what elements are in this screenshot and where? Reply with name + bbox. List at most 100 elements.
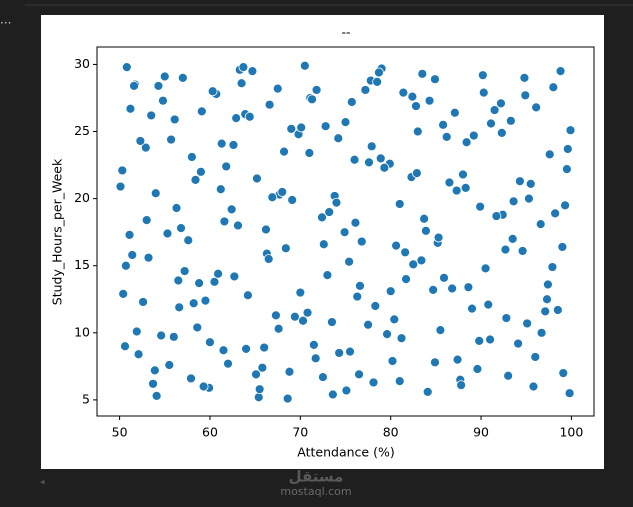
point (121, 260, 131, 271)
point (355, 280, 365, 291)
point (531, 102, 542, 113)
point (280, 243, 291, 254)
point (133, 349, 144, 360)
point (441, 132, 452, 142)
point (320, 121, 331, 132)
point (213, 268, 223, 279)
point (257, 362, 268, 373)
watermark-logo: مستقل (289, 468, 344, 486)
point (411, 168, 422, 179)
point (387, 356, 398, 366)
point (354, 369, 364, 380)
point (468, 130, 479, 141)
point (196, 166, 206, 177)
point (430, 74, 440, 85)
point (503, 370, 514, 381)
point (228, 140, 239, 150)
point (243, 290, 253, 301)
point (344, 256, 355, 267)
point (522, 318, 533, 329)
point (517, 246, 528, 256)
point (166, 134, 176, 145)
point (174, 302, 185, 313)
point (267, 192, 278, 203)
point (478, 87, 489, 98)
point (209, 276, 220, 287)
point (438, 119, 448, 130)
point (150, 188, 161, 199)
point (333, 133, 344, 144)
point (391, 240, 402, 251)
point (430, 357, 440, 368)
point (483, 299, 494, 310)
point (151, 390, 162, 401)
point (279, 146, 289, 157)
point (179, 266, 190, 276)
point (286, 123, 297, 134)
point (519, 72, 530, 83)
point (289, 311, 300, 322)
scroll-arrow[interactable]: ◂ (40, 478, 45, 488)
point (472, 364, 483, 374)
point (159, 71, 170, 82)
point (435, 325, 446, 336)
point (370, 301, 381, 311)
toolbar-dots[interactable]: ... (0, 13, 11, 27)
point (407, 91, 418, 102)
y-tick-label: 30 (74, 56, 90, 71)
x-tick-label: 90 (473, 425, 489, 440)
point (489, 105, 500, 115)
point (308, 339, 319, 350)
point (231, 113, 242, 124)
point (259, 342, 270, 353)
point (417, 68, 428, 79)
point (138, 297, 148, 307)
point (124, 229, 135, 240)
point (169, 114, 180, 125)
point (251, 369, 261, 380)
point (162, 228, 173, 239)
point (346, 97, 357, 107)
point (416, 255, 427, 266)
point (205, 337, 215, 348)
point (451, 185, 462, 196)
point (366, 141, 377, 152)
point (360, 85, 371, 95)
point (318, 239, 329, 250)
point (558, 368, 569, 378)
point (226, 204, 237, 215)
point (194, 278, 205, 289)
point (216, 138, 227, 149)
point (561, 164, 572, 175)
point (331, 197, 342, 208)
chart-title: -- (341, 25, 350, 40)
point (264, 99, 275, 110)
point (363, 319, 373, 330)
y-tick-label: 5 (82, 391, 90, 406)
point (295, 287, 306, 298)
point (156, 330, 167, 341)
point (247, 66, 258, 77)
point (238, 62, 249, 73)
point (176, 223, 186, 234)
point (192, 322, 203, 333)
point (277, 187, 288, 197)
point (350, 217, 361, 228)
point (564, 388, 575, 399)
point (118, 288, 129, 299)
point (528, 381, 539, 392)
point (475, 201, 486, 212)
point (186, 152, 197, 162)
point (474, 335, 485, 346)
point (550, 208, 561, 219)
point (368, 377, 379, 388)
point (396, 333, 407, 344)
y-tick-label: 25 (74, 123, 90, 138)
point (188, 298, 199, 309)
point (408, 259, 419, 270)
point (324, 207, 335, 217)
point (456, 380, 467, 391)
point (327, 317, 337, 327)
point (463, 282, 474, 293)
point (530, 352, 541, 362)
